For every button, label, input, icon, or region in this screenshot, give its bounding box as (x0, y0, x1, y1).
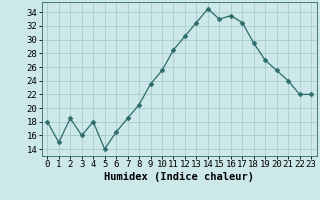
X-axis label: Humidex (Indice chaleur): Humidex (Indice chaleur) (104, 172, 254, 182)
